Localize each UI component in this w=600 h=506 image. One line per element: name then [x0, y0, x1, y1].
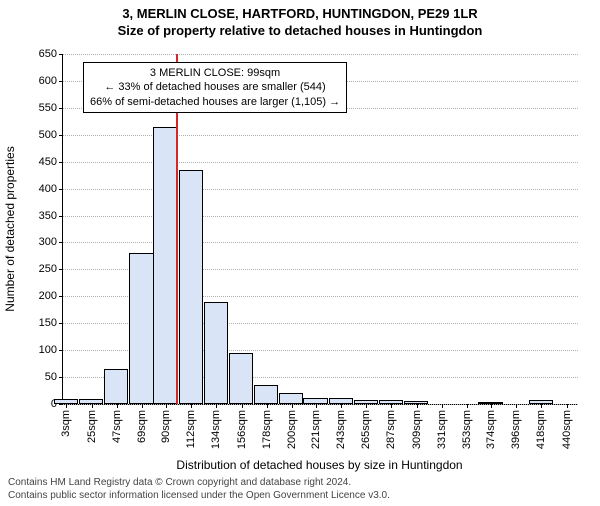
xtick-label: 134sqm: [210, 410, 222, 449]
xtick-label: 265sqm: [360, 410, 372, 449]
annotation-box: 3 MERLIN CLOSE: 99sqm← 33% of detached h…: [83, 62, 347, 113]
histogram-bar: [129, 253, 153, 404]
ytick-mark: [59, 108, 63, 109]
xtick-mark: [292, 404, 293, 408]
gridline: [63, 54, 578, 55]
xtick-mark: [391, 404, 392, 408]
histogram-bar: [229, 353, 253, 404]
xtick-label: 90sqm: [160, 410, 172, 443]
ytick-mark: [59, 81, 63, 82]
xtick-label: 221sqm: [310, 410, 322, 449]
xtick-mark: [567, 404, 568, 408]
ytick-mark: [59, 216, 63, 217]
xtick-mark: [92, 404, 93, 408]
footer-line1: Contains HM Land Registry data © Crown c…: [8, 476, 390, 489]
x-axis-label: Distribution of detached houses by size …: [176, 458, 462, 472]
chart-title-line2: Size of property relative to detached ho…: [0, 23, 600, 38]
ytick-label: 200: [39, 290, 57, 302]
xtick-label: 178sqm: [261, 410, 273, 449]
xtick-mark: [491, 404, 492, 408]
xtick-mark: [442, 404, 443, 408]
annotation-line3: 66% of semi-detached houses are larger (…: [90, 95, 340, 109]
ytick-label: 50: [45, 371, 57, 383]
ytick-mark: [59, 135, 63, 136]
xtick-mark: [417, 404, 418, 408]
gridline: [63, 242, 578, 243]
ytick-mark: [59, 162, 63, 163]
gridline: [63, 404, 578, 405]
ytick-mark: [59, 350, 63, 351]
xtick-label: 396sqm: [510, 410, 522, 449]
ytick-mark: [59, 404, 63, 405]
xtick-mark: [516, 404, 517, 408]
xtick-mark: [366, 404, 367, 408]
xtick-mark: [242, 404, 243, 408]
ytick-label: 150: [39, 317, 57, 329]
histogram-bar: [104, 369, 128, 404]
ytick-label: 650: [39, 48, 57, 60]
xtick-label: 112sqm: [185, 410, 197, 448]
ytick-label: 400: [39, 183, 57, 195]
ytick-mark: [59, 296, 63, 297]
gridline: [63, 216, 578, 217]
annotation-line2: ← 33% of detached houses are smaller (54…: [90, 80, 340, 94]
ytick-mark: [59, 323, 63, 324]
ytick-mark: [59, 377, 63, 378]
xtick-label: 156sqm: [236, 410, 248, 449]
xtick-label: 3sqm: [60, 410, 72, 437]
xtick-mark: [541, 404, 542, 408]
xtick-mark: [166, 404, 167, 408]
histogram-bar: [204, 302, 228, 404]
footer-line2: Contains public sector information licen…: [8, 489, 390, 502]
ytick-mark: [59, 269, 63, 270]
xtick-mark: [267, 404, 268, 408]
xtick-label: 25sqm: [86, 410, 98, 443]
xtick-mark: [341, 404, 342, 408]
xtick-label: 287sqm: [385, 410, 397, 449]
xtick-label: 418sqm: [535, 410, 547, 449]
y-axis-label: Number of detached properties: [3, 146, 17, 311]
ytick-label: 300: [39, 236, 57, 248]
histogram-bar: [279, 393, 303, 404]
chart-container: 3, MERLIN CLOSE, HARTFORD, HUNTINGDON, P…: [0, 6, 600, 506]
chart-title-line1: 3, MERLIN CLOSE, HARTFORD, HUNTINGDON, P…: [0, 6, 600, 21]
annotation-title: 3 MERLIN CLOSE: 99sqm: [90, 66, 340, 80]
xtick-label: 440sqm: [561, 410, 573, 449]
gridline: [63, 135, 578, 136]
xtick-mark: [142, 404, 143, 408]
xtick-mark: [216, 404, 217, 408]
ytick-label: 250: [39, 263, 57, 275]
xtick-mark: [316, 404, 317, 408]
xtick-label: 47sqm: [111, 410, 123, 443]
ytick-label: 550: [39, 102, 57, 114]
xtick-label: 331sqm: [436, 410, 448, 449]
gridline: [63, 162, 578, 163]
xtick-mark: [191, 404, 192, 408]
ytick-mark: [59, 54, 63, 55]
xtick-mark: [117, 404, 118, 408]
ytick-mark: [59, 189, 63, 190]
xtick-label: 353sqm: [461, 410, 473, 449]
xtick-label: 69sqm: [136, 410, 148, 443]
ytick-label: 350: [39, 210, 57, 222]
footer-attribution: Contains HM Land Registry data © Crown c…: [8, 476, 390, 502]
ytick-label: 600: [39, 75, 57, 87]
histogram-bar: [254, 385, 278, 404]
xtick-mark: [467, 404, 468, 408]
plot-area: 0501001502002503003504004505005506006503…: [62, 54, 578, 405]
ytick-label: 500: [39, 129, 57, 141]
xtick-label: 243sqm: [335, 410, 347, 449]
histogram-bar: [179, 170, 203, 404]
ytick-mark: [59, 242, 63, 243]
histogram-bar: [153, 127, 177, 404]
ytick-label: 100: [39, 344, 57, 356]
xtick-label: 309sqm: [411, 410, 423, 449]
xtick-label: 374sqm: [485, 410, 497, 449]
ytick-label: 450: [39, 156, 57, 168]
gridline: [63, 189, 578, 190]
xtick-mark: [66, 404, 67, 408]
xtick-label: 200sqm: [286, 410, 298, 449]
